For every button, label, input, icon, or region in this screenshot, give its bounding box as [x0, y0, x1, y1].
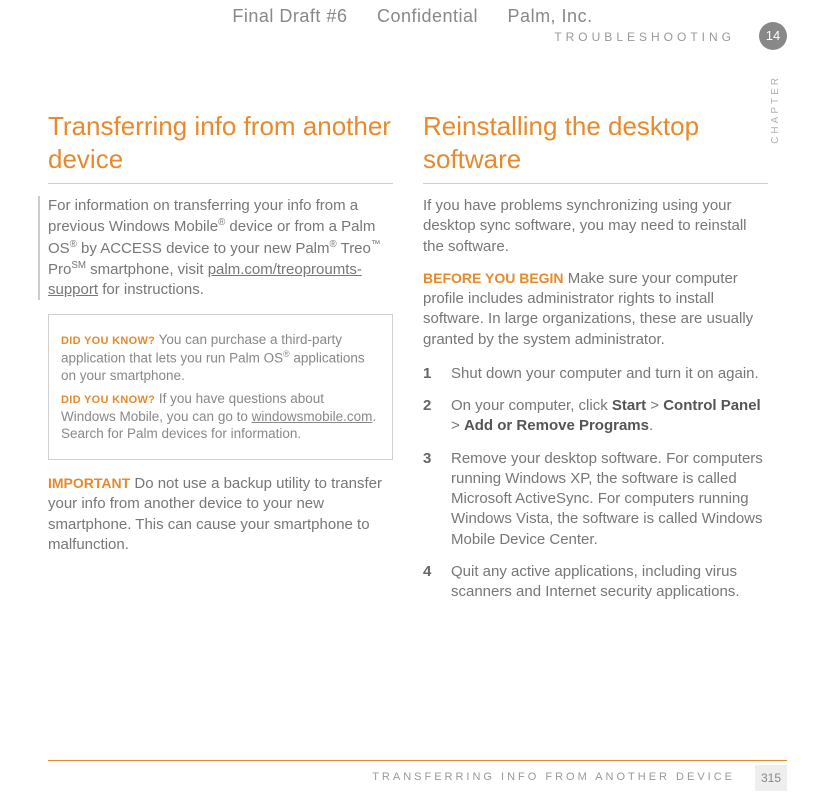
footer-rule: [48, 760, 787, 761]
before-label: BEFORE YOU BEGIN: [423, 270, 564, 286]
left-intro-block: For information on transferring your inf…: [38, 196, 393, 300]
tip-2: DID YOU KNOW? If you have questions abou…: [61, 390, 380, 443]
step-3: Remove your desktop software. For comput…: [423, 449, 768, 550]
chapter-number-badge: 14: [759, 22, 787, 50]
did-you-know-label: DID YOU KNOW?: [61, 335, 155, 347]
footer-text: TRANSFERRING INFO FROM ANOTHER DEVICE: [372, 771, 735, 783]
important-label: IMPORTANT: [48, 475, 130, 491]
step-4: Quit any active applications, including …: [423, 562, 768, 603]
draft-label: Final Draft #6: [232, 6, 347, 26]
content-columns: Transferring info from another device Fo…: [48, 110, 768, 614]
steps-list: Shut down your computer and turn it on a…: [423, 364, 768, 603]
footer-page-number: 315: [755, 765, 787, 791]
right-title: Reinstalling the desktop software: [423, 110, 768, 184]
section-label: TROUBLESHOOTING: [554, 30, 735, 44]
step-2: On your computer, click Start > Control …: [423, 396, 768, 437]
tip-1: DID YOU KNOW? You can purchase a third-p…: [61, 331, 380, 384]
right-intro: If you have problems synchronizing using…: [423, 196, 768, 257]
step-1: Shut down your computer and turn it on a…: [423, 364, 768, 384]
left-column: Transferring info from another device Fo…: [48, 110, 393, 614]
confidential-label: Confidential: [377, 6, 478, 26]
top-header: Final Draft #6 Confidential Palm, Inc.: [0, 6, 825, 27]
important-note: IMPORTANT Do not use a backup utility to…: [48, 474, 393, 555]
left-intro: For information on transferring your inf…: [40, 196, 393, 300]
left-title: Transferring info from another device: [48, 110, 393, 184]
tip-box: DID YOU KNOW? You can purchase a third-p…: [48, 314, 393, 460]
did-you-know-label: DID YOU KNOW?: [61, 394, 155, 406]
company-label: Palm, Inc.: [508, 6, 593, 26]
before-you-begin: BEFORE YOU BEGIN Make sure your computer…: [423, 269, 768, 350]
windowsmobile-link[interactable]: windowsmobile.com: [252, 409, 373, 424]
chapter-vertical-label: CHAPTER: [770, 75, 781, 144]
right-column: Reinstalling the desktop software If you…: [423, 110, 768, 614]
